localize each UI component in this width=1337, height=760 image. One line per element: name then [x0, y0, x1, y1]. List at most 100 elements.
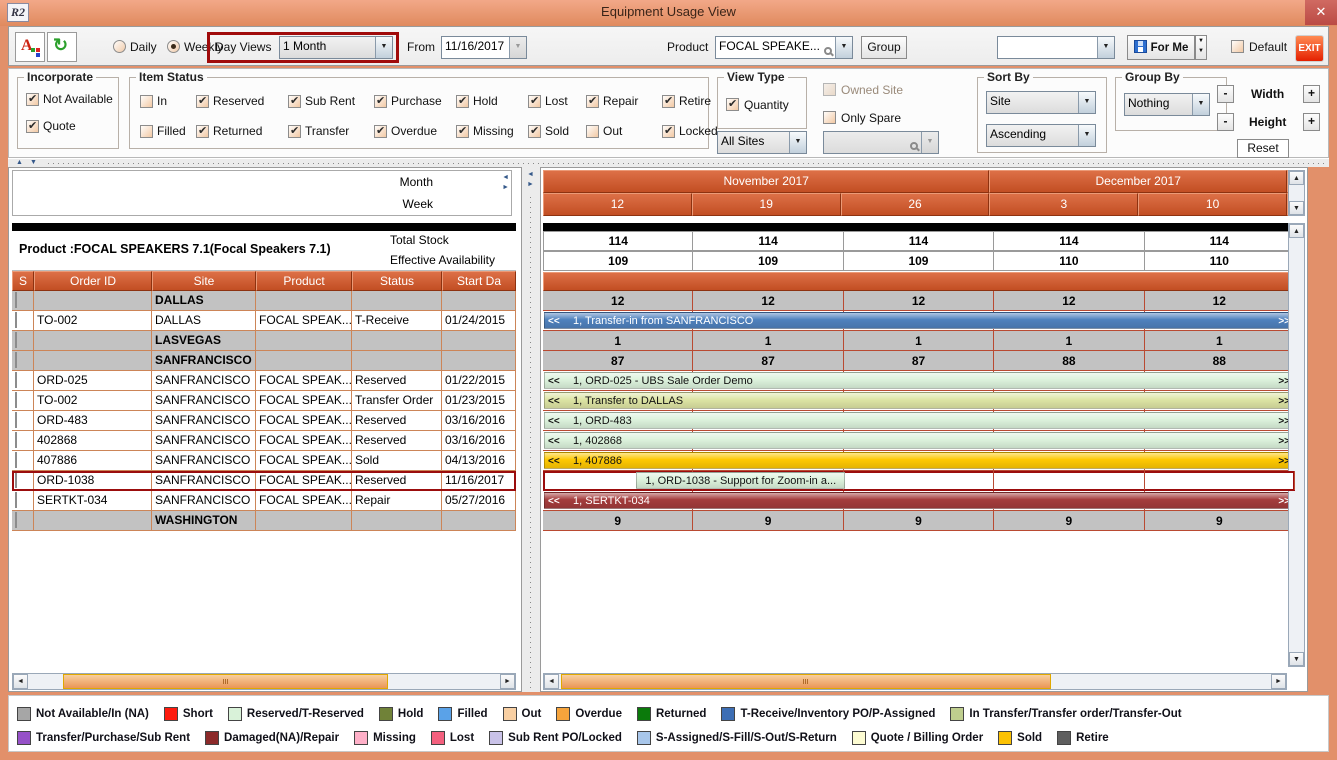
chevron-down-icon[interactable]: ▼ [789, 132, 806, 153]
timeline-row[interactable]: << >> 1, SERTKT-034 [543, 491, 1295, 511]
chevron-down-icon[interactable]: ▼ [1097, 37, 1114, 58]
row-checkbox[interactable] [15, 352, 17, 368]
row-checkbox[interactable] [15, 332, 17, 348]
splitter-right-icon[interactable]: ► [527, 181, 534, 188]
column-header[interactable]: Status [352, 271, 442, 291]
search-icon[interactable] [824, 37, 835, 58]
group-button[interactable]: Group [861, 36, 907, 59]
scroll-right-icon[interactable]: ► [502, 184, 509, 191]
schedule-bar[interactable]: << >> 1, ORD-025 - UBS Sale Order Demo [544, 372, 1294, 389]
checkbox-quote[interactable] [26, 119, 39, 133]
close-button[interactable]: ✕ [1305, 0, 1337, 25]
spare-search-combobox[interactable]: ▼ [823, 131, 939, 154]
height-minus-button[interactable]: - [1217, 113, 1234, 131]
row-checkbox[interactable] [15, 292, 17, 308]
table-row[interactable]: ORD-025 SANFRANCISCO FOCAL SPEAK... Reserve… [12, 371, 516, 391]
saved-view-combobox[interactable]: ▼ [997, 36, 1115, 59]
table-row[interactable]: 407886 SANFRANCISCO FOCAL SPEAK... Sold 04/1… [12, 451, 516, 471]
table-row[interactable]: WASHINGTON [12, 511, 516, 531]
checkbox-filled[interactable] [140, 124, 153, 138]
day-views-select[interactable]: 1 Month ▼ [279, 36, 393, 59]
product-select[interactable]: FOCAL SPEAKE... ▼ [715, 36, 853, 59]
row-checkbox[interactable] [15, 312, 17, 328]
scroll-right-icon[interactable]: ► [1271, 674, 1286, 689]
table-row[interactable]: DALLAS [12, 291, 516, 311]
column-header[interactable]: Order ID [34, 271, 152, 291]
row-checkbox[interactable] [15, 412, 17, 428]
column-header[interactable]: Product [256, 271, 352, 291]
default-checkbox[interactable] [1231, 40, 1244, 53]
schedule-bar[interactable]: << >> 1, ORD-483 [544, 412, 1294, 429]
for-me-button[interactable]: For Me [1127, 35, 1195, 60]
scroll-up-icon[interactable]: ▲ [1289, 171, 1304, 185]
checkbox-sold[interactable] [528, 124, 541, 138]
table-row[interactable]: SANFRANCISCO [12, 351, 516, 371]
owned-site-checkbox[interactable] [823, 83, 836, 96]
row-checkbox[interactable] [15, 492, 17, 508]
chevron-down-icon[interactable]: ▼ [835, 37, 852, 58]
table-row[interactable]: 402868 SANFRANCISCO FOCAL SPEAK... Reserved… [12, 431, 516, 451]
checkbox-repair[interactable] [586, 94, 599, 108]
column-header[interactable]: Start Da [442, 271, 516, 291]
checkbox-transfer[interactable] [288, 124, 301, 138]
week-header-cell[interactable]: 26 [840, 193, 990, 216]
row-checkbox[interactable] [15, 372, 17, 388]
scrollbar-thumb[interactable] [561, 674, 1051, 689]
column-header[interactable]: Site [152, 271, 256, 291]
vertical-splitter[interactable]: ◄ ► [522, 167, 540, 692]
only-spare-checkbox[interactable] [823, 111, 836, 124]
table-row[interactable]: SERTKT-034 SANFRANCISCO FOCAL SPEAK... Repa… [12, 491, 516, 511]
chevron-down-icon[interactable]: ▼ [1078, 125, 1095, 146]
splitter-up-icon[interactable]: ▲ [16, 159, 23, 166]
timeline-row[interactable]: << >> 1, ORD-483 [543, 411, 1295, 431]
chevron-down-icon[interactable]: ▼ [375, 37, 392, 58]
splitter-left-icon[interactable]: ◄ [527, 171, 534, 178]
schedule-bar[interactable]: << >> 1, 407886 [544, 452, 1294, 469]
checkbox-hold[interactable] [456, 94, 469, 108]
row-checkbox[interactable] [15, 432, 17, 448]
width-plus-button[interactable]: + [1303, 85, 1320, 103]
checkbox-lost[interactable] [528, 94, 541, 108]
checkbox-retire[interactable] [662, 94, 675, 108]
schedule-bar[interactable]: << >> 1, Transfer to DALLAS [544, 392, 1294, 409]
refresh-button[interactable]: ↻ [47, 32, 77, 62]
width-minus-button[interactable]: - [1217, 85, 1234, 103]
scroll-left-icon[interactable]: ◄ [13, 674, 28, 689]
font-color-button[interactable]: A [15, 32, 45, 62]
schedule-bar[interactable]: 1, ORD-1038 - Support for Zoom-in a... [636, 472, 846, 489]
schedule-bar[interactable]: << >> 1, 402868 [544, 432, 1294, 449]
from-date-input[interactable]: 11/16/2017 ▼ [441, 36, 527, 59]
scroll-down-icon[interactable]: ▼ [1289, 652, 1304, 666]
scroll-up-icon[interactable]: ▲ [1289, 224, 1304, 238]
timeline-row[interactable]: << >> 1, 407886 [543, 451, 1295, 471]
splitter-down-icon[interactable]: ▼ [30, 159, 37, 166]
scroll-right-icon[interactable]: ► [500, 674, 515, 689]
timeline-row[interactable]: 87 87 87 88 88 [543, 351, 1295, 371]
checkbox-reserved[interactable] [196, 94, 209, 108]
week-header-cell[interactable]: 12 [543, 193, 692, 216]
table-row[interactable]: TO-002 DALLAS FOCAL SPEAK... T-Receive 01/24… [12, 311, 516, 331]
row-checkbox[interactable] [15, 472, 17, 488]
schedule-bar[interactable]: << >> 1, SERTKT-034 [544, 492, 1294, 509]
exit-button[interactable]: EXIT [1295, 35, 1324, 62]
group-by-select[interactable]: Nothing ▼ [1124, 93, 1210, 116]
scrollbar-thumb[interactable] [63, 674, 388, 689]
chevron-down-icon[interactable]: ▼ [1078, 92, 1095, 113]
timeline-row[interactable]: << >> 1, Transfer to DALLAS [543, 391, 1295, 411]
month-header-cell[interactable]: December 2017 [989, 170, 1287, 193]
checkbox-purchase[interactable] [374, 94, 387, 108]
scroll-left-icon[interactable]: ◄ [544, 674, 559, 689]
scroll-down-icon[interactable]: ▼ [1289, 201, 1304, 215]
sort-field-select[interactable]: Site ▼ [986, 91, 1096, 114]
timeline-row[interactable]: << >> 1, 402868 [543, 431, 1295, 451]
scroll-left-icon[interactable]: ◄ [502, 174, 509, 181]
checkbox-in[interactable] [140, 94, 153, 108]
week-header-cell[interactable]: 3 [989, 193, 1139, 216]
week-header-cell[interactable]: 19 [691, 193, 841, 216]
row-checkbox[interactable] [15, 452, 17, 468]
checkbox-out[interactable] [586, 124, 599, 138]
horizontal-splitter[interactable]: ▲ ▼ [8, 158, 1329, 167]
reset-button[interactable]: Reset [1237, 139, 1289, 158]
